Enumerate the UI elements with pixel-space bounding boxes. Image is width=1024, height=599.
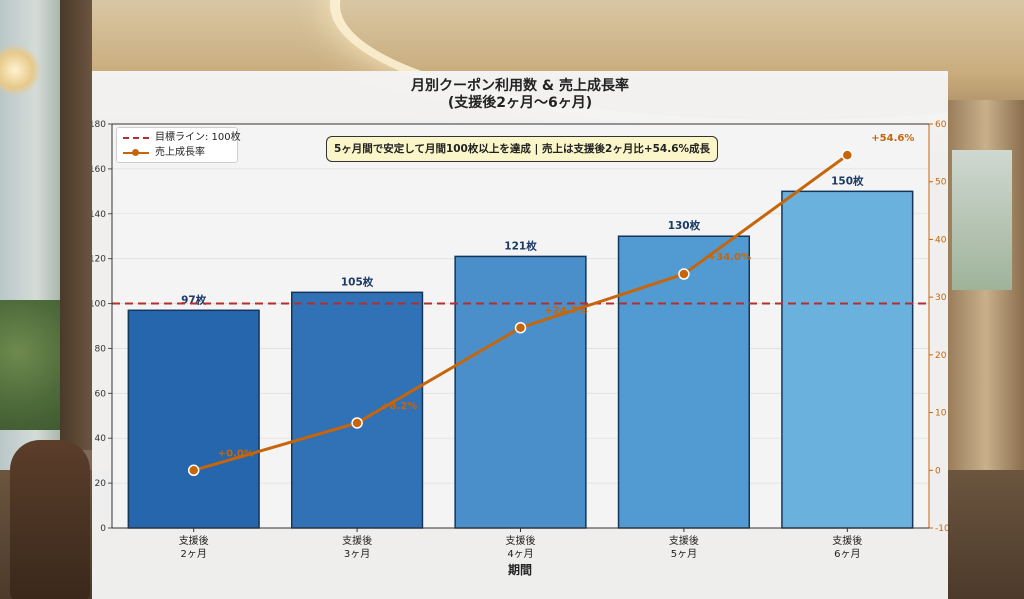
bar-value-label: 130枚 (668, 219, 701, 232)
chart-svg: 0 20 40 60 80 100 120 140 160 180 -10 0 10 20 30 40 50 60… (92, 120, 948, 560)
x-tick-label: 6ヶ月 (834, 548, 860, 560)
right-window (952, 150, 1012, 290)
y-right-tick-label: -10 (935, 524, 948, 534)
y-left-tick-label: 20 (95, 479, 107, 489)
bar-value-label: 121枚 (504, 239, 537, 252)
growth-point (514, 321, 527, 334)
growth-value-label: +24.7% (545, 306, 588, 317)
y-right-tick-label: 40 (935, 235, 947, 245)
legend-dash-swatch (123, 137, 149, 139)
y-right-tick-label: 60 (935, 120, 947, 130)
y-right-tick-label: 50 (935, 178, 947, 188)
x-tick-label: 支援後 (506, 534, 536, 547)
bar (617, 235, 751, 529)
growth-point (187, 464, 200, 477)
y-left-tick-label: 120 (92, 255, 106, 265)
chair (10, 440, 90, 599)
x-tick-label: 支援後 (832, 534, 862, 547)
bar (781, 190, 914, 529)
chart-subtitle: (支援後2ヶ月〜6ヶ月) (447, 95, 593, 111)
lamp (0, 45, 40, 95)
legend-label-growth: 売上成長率 (155, 147, 205, 158)
y-right-tick-label: 30 (935, 293, 947, 303)
y-right-tick-label: 20 (935, 351, 947, 361)
growth-point (678, 268, 690, 280)
bar (127, 309, 260, 529)
bar (454, 255, 587, 529)
growth-point (841, 149, 854, 161)
x-tick-label: 4ヶ月 (507, 548, 533, 560)
bar (290, 291, 424, 529)
growth-value-label: +54.6% (871, 133, 914, 144)
y-left-tick-label: 60 (95, 389, 107, 399)
y-left-tick-label: 100 (92, 300, 106, 310)
legend: 目標ライン: 100枚 売上成長率 (116, 127, 241, 163)
x-tick-label: 支援後 (669, 534, 699, 547)
growth-value-label: +0.0% (218, 448, 254, 459)
legend-dot-swatch (132, 149, 139, 156)
growth-value-label: +8.2% (381, 401, 417, 412)
legend-label-target: 目標ライン: 100枚 (155, 132, 241, 143)
summary-annotation: 5ヶ月間で安定して月間100枚以上を達成 | 売上は支援後2ヶ月比+54.6%成… (326, 136, 718, 162)
y-right-tick-label: 0 (935, 466, 941, 476)
growth-value-label: +34.0% (708, 252, 751, 263)
bar-value-label: 105枚 (341, 275, 374, 288)
bar-value-label: 150枚 (831, 174, 864, 187)
window-frame (60, 0, 92, 450)
x-tick-label: 支援後 (342, 534, 372, 547)
x-tick-label: 支援後 (179, 534, 209, 547)
growth-point (351, 417, 363, 429)
bar-value-label: 97枚 (181, 293, 207, 306)
greenery (0, 300, 60, 430)
y-left-tick-label: 80 (95, 344, 107, 354)
y-right-tick-label: 10 (935, 409, 947, 419)
y-left-tick-label: 40 (95, 434, 107, 444)
x-axis-title: 期間 (507, 563, 532, 577)
y-left-tick-label: 180 (92, 120, 106, 130)
x-tick-label: 3ヶ月 (344, 548, 370, 560)
chart-title: 月別クーポン利用数 & 売上成長率 (411, 78, 629, 94)
y-left-tick-label: 0 (100, 524, 106, 534)
y-left-tick-label: 160 (92, 165, 106, 175)
chart-panel: 月別クーポン利用数 & 売上成長率 (支援後2ヶ月〜6ヶ月) 0 20 40 60 80… (92, 71, 948, 599)
y-left-tick-label: 140 (92, 210, 106, 220)
x-tick-label: 2ヶ月 (181, 548, 207, 560)
x-tick-label: 5ヶ月 (671, 548, 697, 560)
